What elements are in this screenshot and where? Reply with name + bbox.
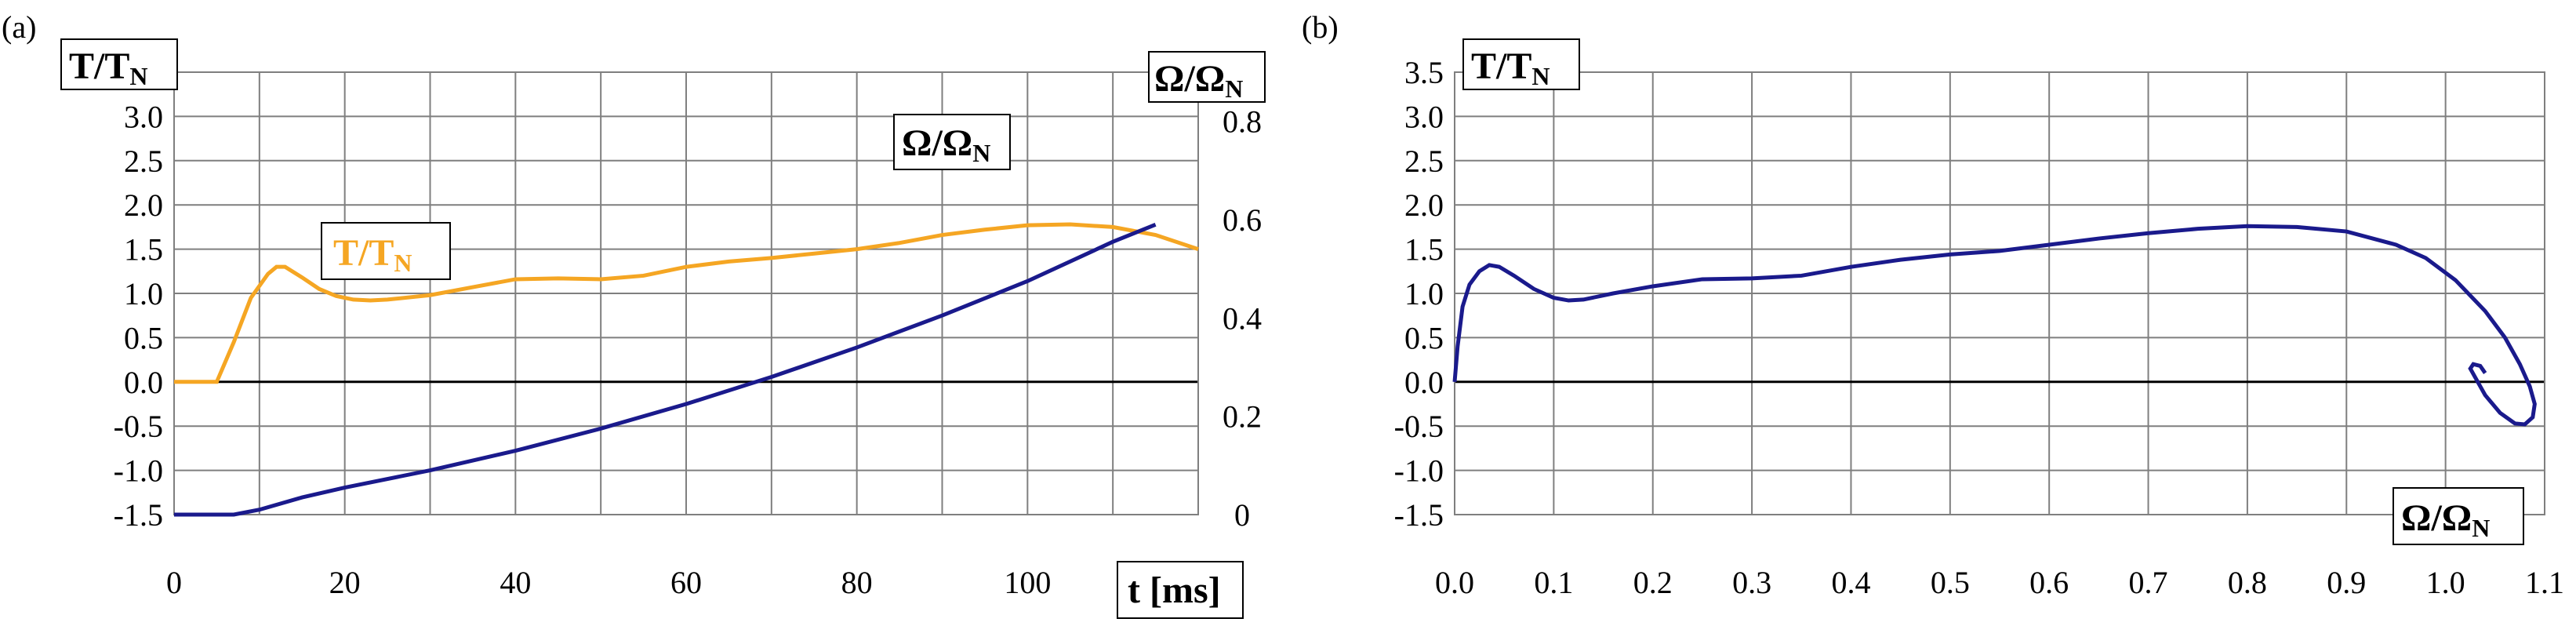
- y-left-tick-label: 0.5: [124, 320, 163, 355]
- svg-text:T/TN: T/TN: [69, 45, 147, 90]
- y-right-tick-label: 0.8: [1223, 104, 1262, 140]
- y-tick-label: -1.0: [1394, 453, 1444, 489]
- y-left-axis-title-a: T/TN: [60, 38, 178, 90]
- y-right-tick-label: 0: [1234, 497, 1250, 533]
- chart-b: -1.5 -1.0 -0.5 0.0 0.5 1.0 1.5 2.0 2.5 3.0 3.5 0.0…: [1394, 38, 2564, 600]
- svg-text:Ω/ΩN: Ω/ΩN: [1154, 58, 1243, 103]
- svg-text:T/TN: T/TN: [333, 232, 412, 277]
- y-right-tick-label: 0.2: [1223, 399, 1262, 435]
- y-tick-label: 1.0: [1404, 276, 1444, 311]
- panel-a-label: (a): [2, 9, 36, 45]
- chart-a: -1.5 -1.0 -0.5 0.0 0.5 1.0 1.5 2.0 2.5 3.0 0 0.2 0.…: [60, 38, 1266, 619]
- plot-frame-a: [173, 71, 1199, 515]
- y-tick-label: 2.0: [1404, 187, 1444, 223]
- y-tick-label: 0.5: [1404, 320, 1444, 355]
- y-left-tick-label: 0.0: [124, 365, 163, 400]
- y-tick-label: 1.5: [1404, 232, 1444, 268]
- x-tick-label: 100: [1004, 565, 1051, 600]
- x-tick-label: 0: [166, 565, 182, 600]
- svg-text:Ω/ΩN: Ω/ΩN: [902, 122, 990, 167]
- y-right-tick-label: 0.6: [1223, 202, 1262, 238]
- speed-line-a: [174, 222, 1157, 517]
- plot-frame-b: [1454, 71, 2545, 515]
- svg-text:T/TN: T/TN: [1471, 45, 1550, 90]
- y-tick-label: 0.0: [1404, 365, 1444, 400]
- x-tick-label: 1.1: [2525, 565, 2564, 600]
- svg-text:Ω/ΩN: Ω/ΩN: [2401, 497, 2490, 542]
- x-tick-label: 0.5: [1931, 565, 1970, 600]
- x-tick-label: 0.7: [2129, 565, 2168, 600]
- panel-b-label: (b): [1302, 9, 1339, 45]
- x-tick-label: 0.2: [1633, 565, 1673, 600]
- y-left-tick-label: 2.5: [124, 144, 163, 179]
- x-tick-label: 0.3: [1732, 565, 1771, 600]
- x-tick-label: 20: [329, 565, 361, 600]
- x-tick-label: 40: [500, 565, 531, 600]
- y-tick-label: 2.5: [1404, 144, 1444, 179]
- y-left-tick-label: 1.5: [124, 232, 163, 268]
- x-tick-label: 80: [841, 565, 873, 600]
- y-tick-label: -1.5: [1394, 497, 1444, 533]
- y-left-tick-label: -0.5: [114, 409, 163, 444]
- x-tick-label: 0.1: [1534, 565, 1573, 600]
- y-tick-label: -0.5: [1394, 409, 1444, 444]
- x-tick-label: 60: [670, 565, 702, 600]
- y-right-axis-title-a: Ω/ΩN: [1148, 51, 1266, 103]
- x-tick-label: 0.8: [2228, 565, 2267, 600]
- x-tick-label: 0.0: [1435, 565, 1474, 600]
- x-axis-title-b: Ω/ΩN: [2393, 487, 2524, 545]
- svg-text:t [ms]: t [ms]: [1128, 570, 1221, 611]
- y-axis-title-b: T/TN: [1462, 38, 1580, 90]
- speed-series-label-a: Ω/ΩN: [893, 114, 1011, 170]
- y-right-tick-label: 0.4: [1223, 300, 1262, 336]
- torque-speed-curve-b: [1452, 224, 2537, 427]
- x-tick-label: 0.6: [2029, 565, 2069, 600]
- x-tick-label: 0.9: [2327, 565, 2366, 600]
- y-left-tick-label: 1.0: [124, 276, 163, 311]
- x-tick-label: 1.0: [2426, 565, 2465, 600]
- y-tick-label: 3.0: [1404, 99, 1444, 134]
- torque-series-label-a: T/TN: [321, 222, 451, 280]
- torque-line-a: [174, 222, 1199, 384]
- y-left-tick-label: -1.0: [114, 453, 163, 489]
- x-axis-title-a: t [ms]: [1117, 561, 1244, 619]
- x-tick-label: 0.4: [1831, 565, 1870, 600]
- y-left-tick-label: -1.5: [114, 497, 163, 533]
- y-left-tick-label: 2.0: [124, 187, 163, 223]
- y-left-tick-label: 3.0: [124, 99, 163, 134]
- y-tick-label: 3.5: [1404, 55, 1444, 90]
